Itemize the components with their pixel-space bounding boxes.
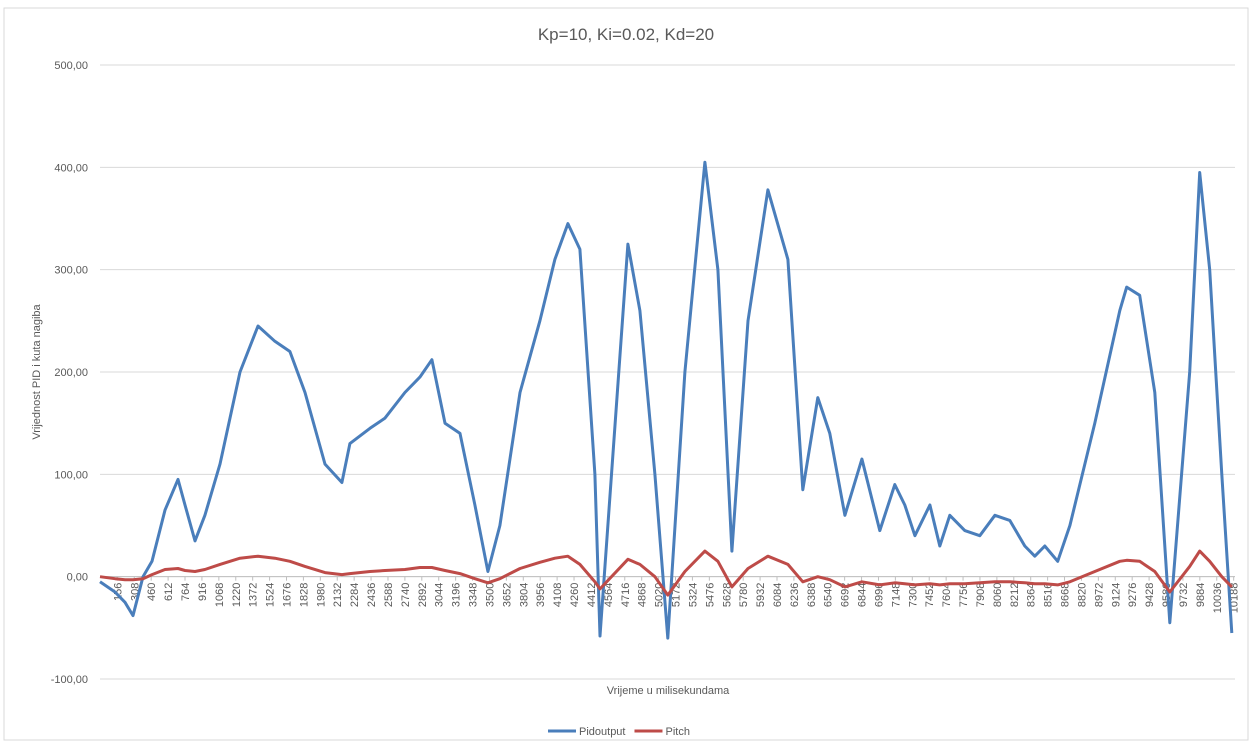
x-tick-label: 4564 [603, 583, 615, 607]
x-tick-label: 9884 [1195, 583, 1207, 607]
x-tick-label: 2740 [400, 583, 412, 607]
y-tick-label: 300,00 [54, 265, 88, 277]
x-tick-label: 916 [197, 583, 209, 601]
x-tick-label: 4716 [620, 583, 632, 607]
x-tick-label: 8972 [1093, 583, 1105, 607]
x-tick-label: 612 [163, 583, 175, 601]
x-tick-label: 4108 [552, 583, 564, 607]
x-tick-label: 1372 [248, 583, 260, 607]
legend-label: Pitch [665, 726, 689, 738]
x-tick-label: 3956 [535, 583, 547, 607]
series-line [99, 549, 1233, 597]
x-tick-label: 5324 [687, 583, 699, 607]
x-tick-label: 9124 [1110, 583, 1122, 607]
x-tick-label: 7300 [907, 583, 919, 607]
x-tick-label: 3652 [501, 583, 513, 607]
x-tick-label: 1220 [231, 583, 243, 607]
x-tick-label: 1524 [265, 583, 277, 607]
x-tick-label: 764 [180, 583, 192, 601]
x-tick-label: 8820 [1076, 583, 1088, 607]
x-tick-label: 5932 [755, 583, 767, 607]
x-tick-label: 9276 [1127, 583, 1139, 607]
y-tick-label: -100,00 [51, 674, 88, 686]
x-tick-label: 1980 [315, 583, 327, 607]
x-tick-label: 2132 [332, 583, 344, 607]
x-tick-label: 8212 [1009, 583, 1021, 607]
y-tick-label: 0,00 [67, 572, 88, 584]
x-tick-label: 2436 [366, 583, 378, 607]
y-tick-label: 200,00 [54, 367, 88, 379]
x-tick-label: 460 [146, 583, 158, 601]
x-tick-label: 2284 [349, 583, 361, 607]
x-tick-label: 6692 [840, 583, 852, 607]
x-tick-label: 1068 [214, 583, 226, 607]
x-tick-label: 2588 [383, 583, 395, 607]
legend-label: Pidoutput [579, 726, 625, 738]
x-tick-label: 10188 [1229, 583, 1241, 614]
x-tick-label: 9428 [1144, 583, 1156, 607]
x-tick-label: 3500 [484, 583, 496, 607]
x-tick-label: 7604 [941, 583, 953, 607]
x-tick-label: 4868 [637, 583, 649, 607]
x-tick-label: 6540 [823, 583, 835, 607]
x-tick-label: 8060 [992, 583, 1004, 607]
x-tick-label: 9732 [1178, 583, 1190, 607]
x-tick-label: 4260 [569, 583, 581, 607]
x-tick-label: 6388 [806, 583, 818, 607]
x-tick-label: 7148 [890, 583, 902, 607]
x-tick-label: 6996 [873, 583, 885, 607]
x-tick-label: 6844 [857, 583, 869, 607]
x-tick-label: 6084 [772, 583, 784, 607]
x-tick-label: 2892 [417, 583, 429, 607]
x-tick-label: 8668 [1060, 583, 1072, 607]
x-tick-label: 7756 [958, 583, 970, 607]
x-tick-label: 8516 [1043, 583, 1055, 607]
x-axis-label: Vrijeme u milisekundama [607, 685, 730, 697]
series-line [99, 160, 1234, 640]
chart-frame [3, 7, 1249, 741]
x-tick-label: 4412 [586, 583, 598, 607]
x-tick-label: 3044 [434, 583, 446, 607]
y-axis-label: Vrijednost PID i kuta nagiba [31, 303, 43, 439]
x-tick-label: 8364 [1026, 583, 1038, 607]
x-tick-label: 7908 [975, 583, 987, 607]
x-tick-label: 5476 [704, 583, 716, 607]
y-tick-label: 100,00 [54, 469, 88, 481]
x-tick-label: 10036 [1212, 583, 1224, 614]
x-tick-label: 3196 [451, 583, 463, 607]
x-tick-label: 5628 [721, 583, 733, 607]
y-tick-label: 400,00 [54, 162, 88, 174]
x-tick-label: 3804 [518, 583, 530, 607]
x-tick-label: 7452 [924, 583, 936, 607]
x-tick-label: 6236 [789, 583, 801, 607]
x-tick-label: 5780 [738, 583, 750, 607]
y-tick-label: 500,00 [54, 60, 88, 72]
chart-title: Kp=10, Ki=0.02, Kd=20 [538, 25, 714, 44]
x-tick-label: 1828 [298, 583, 310, 607]
x-tick-label: 3348 [468, 583, 480, 607]
x-tick-label: 1676 [281, 583, 293, 607]
